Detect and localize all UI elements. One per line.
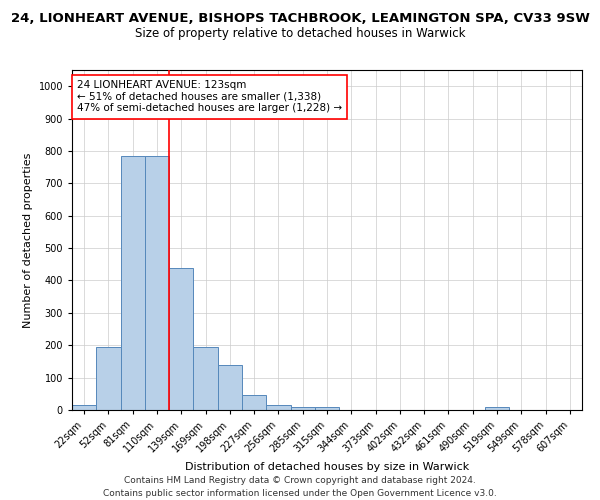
Bar — [96, 347, 121, 410]
Bar — [485, 407, 509, 410]
Bar — [193, 347, 218, 410]
Bar — [218, 364, 242, 410]
Text: 24, LIONHEART AVENUE, BISHOPS TACHBROOK, LEAMINGTON SPA, CV33 9SW: 24, LIONHEART AVENUE, BISHOPS TACHBROOK,… — [11, 12, 589, 26]
X-axis label: Distribution of detached houses by size in Warwick: Distribution of detached houses by size … — [185, 462, 469, 472]
Bar — [290, 407, 315, 410]
Bar — [315, 407, 339, 410]
Bar — [242, 396, 266, 410]
Bar — [121, 156, 145, 410]
Text: 24 LIONHEART AVENUE: 123sqm
← 51% of detached houses are smaller (1,338)
47% of : 24 LIONHEART AVENUE: 123sqm ← 51% of det… — [77, 80, 342, 114]
Bar — [145, 156, 169, 410]
Text: Size of property relative to detached houses in Warwick: Size of property relative to detached ho… — [135, 28, 465, 40]
Bar — [169, 268, 193, 410]
Y-axis label: Number of detached properties: Number of detached properties — [23, 152, 33, 328]
Text: Contains HM Land Registry data © Crown copyright and database right 2024.
Contai: Contains HM Land Registry data © Crown c… — [103, 476, 497, 498]
Bar — [72, 405, 96, 410]
Bar — [266, 405, 290, 410]
